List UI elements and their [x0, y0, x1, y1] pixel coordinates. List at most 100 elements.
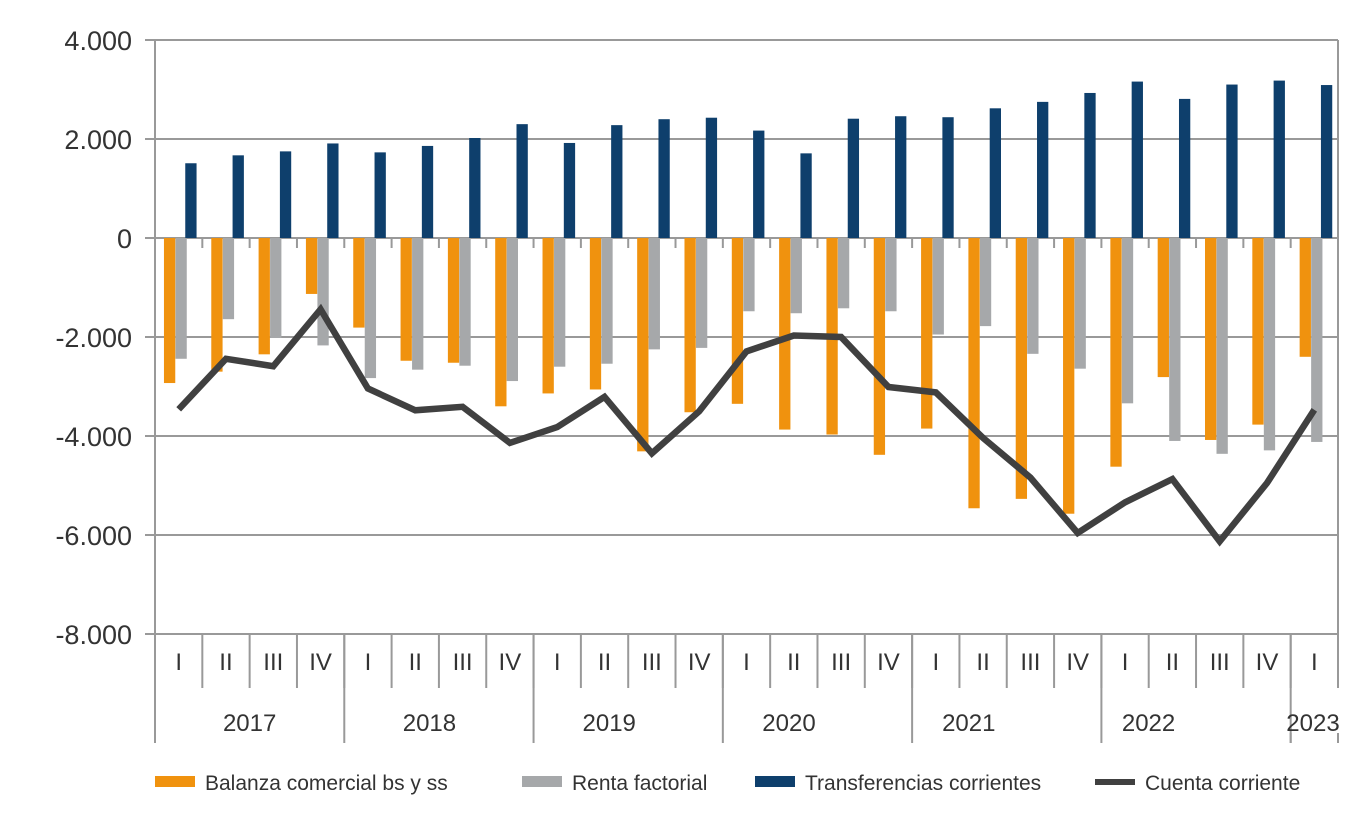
quarter-label: I: [932, 649, 939, 676]
bar-renta-factorial: [554, 238, 566, 367]
bar-transferencias-corrientes: [989, 108, 1001, 238]
legend-swatch-bar: [755, 776, 795, 787]
bars: [163, 80, 1333, 514]
bar-transferencias-corrientes: [1178, 98, 1191, 238]
bar-renta-factorial: [932, 238, 944, 335]
bar-transferencias-corrientes: [1131, 81, 1143, 238]
bar-balanza-comercial-bs-y-ss: [1205, 238, 1217, 440]
quarter-label: IV: [309, 649, 332, 676]
quarter-label: II: [787, 649, 800, 676]
bar-balanza-comercial-bs-y-ss: [447, 238, 460, 363]
year-label: 2018: [403, 710, 456, 737]
bar-balanza-comercial-bs-y-ss: [779, 238, 791, 430]
bar-transferencias-corrientes: [327, 143, 339, 238]
quarter-label: III: [831, 649, 851, 676]
line-series: [176, 303, 1318, 547]
quarter-label: IV: [499, 649, 522, 676]
quarter-label: II: [976, 649, 989, 676]
bar-renta-factorial: [459, 238, 471, 366]
quarter-label: III: [642, 649, 662, 676]
bar-balanza-comercial-bs-y-ss: [353, 238, 365, 328]
year-label: 2020: [762, 710, 815, 737]
bar-transferencias-corrientes: [185, 163, 197, 238]
x-axis: I II III IV I II III IV I II III IV I II III IV I II III IV…: [154, 40, 1340, 743]
bar-transferencias-corrientes: [611, 125, 623, 238]
bar-renta-factorial: [270, 238, 282, 338]
year-label: 2019: [583, 710, 636, 737]
quarter-label: I: [1311, 649, 1318, 676]
bar-transferencias-corrientes: [469, 138, 481, 238]
bar-balanza-comercial-bs-y-ss: [1252, 238, 1264, 425]
bar-transferencias-corrientes: [942, 117, 954, 238]
quarter-label: III: [1210, 649, 1230, 676]
bar-balanza-comercial-bs-y-ss: [163, 238, 176, 384]
bar-transferencias-corrientes: [1037, 101, 1049, 238]
bar-renta-factorial: [364, 238, 377, 379]
bar-balanza-comercial-bs-y-ss: [1299, 238, 1311, 357]
bar-balanza-comercial-bs-y-ss: [1015, 238, 1028, 499]
quarter-label: II: [1166, 649, 1179, 676]
bar-renta-factorial: [601, 238, 613, 364]
legend-label: Cuenta corriente: [1145, 772, 1300, 795]
y-tick-label: -8.000: [55, 620, 132, 650]
bar-transferencias-corrientes: [1226, 84, 1238, 238]
bar-transferencias-corrientes: [279, 151, 292, 238]
year-label: 2022: [1122, 710, 1175, 737]
bar-renta-factorial: [1311, 238, 1323, 442]
y-tick-label: 2.000: [64, 125, 132, 155]
quarter-label: III: [453, 649, 473, 676]
bar-renta-factorial: [506, 238, 518, 382]
quarter-label: II: [219, 649, 232, 676]
y-axis-ticks: 4.000 2.000 0 -2.000 -4.000 -6.000 -8.000: [55, 26, 132, 650]
bar-transferencias-corrientes: [516, 124, 528, 238]
quarter-label: II: [598, 649, 611, 676]
bar-transferencias-corrientes: [705, 117, 718, 238]
bar-transferencias-corrientes: [847, 118, 860, 238]
bar-transferencias-corrientes: [1320, 85, 1333, 238]
bar-renta-factorial: [1169, 238, 1181, 441]
quarter-label: I: [1122, 649, 1129, 676]
bar-transferencias-corrientes: [1084, 92, 1096, 238]
bar-balanza-comercial-bs-y-ss: [968, 238, 980, 509]
bar-balanza-comercial-bs-y-ss: [1157, 238, 1169, 378]
bar-balanza-comercial-bs-y-ss: [731, 238, 744, 404]
bar-renta-factorial: [317, 238, 329, 346]
bar-balanza-comercial-bs-y-ss: [1110, 238, 1122, 467]
legend-label: Balanza comercial bs y ss: [205, 772, 448, 795]
bar-renta-factorial: [1263, 238, 1276, 451]
bar-transferencias-corrientes: [800, 153, 812, 238]
legend-swatch-bar: [155, 776, 195, 787]
bar-renta-factorial: [790, 238, 802, 314]
quarter-label: IV: [1066, 649, 1089, 676]
legend-label: Transferencias corrientes: [805, 772, 1041, 795]
legend-swatch-bar: [522, 776, 562, 787]
bar-transferencias-corrientes: [232, 155, 244, 238]
bar-renta-factorial: [648, 238, 660, 350]
bar-transferencias-corrientes: [374, 152, 386, 238]
bar-transferencias-corrientes: [563, 142, 576, 238]
year-label: 2017: [223, 710, 276, 737]
bar-balanza-comercial-bs-y-ss: [921, 238, 933, 429]
bar-renta-factorial: [885, 238, 897, 312]
y-tick-label: -4.000: [55, 422, 132, 452]
bar-renta-factorial: [743, 238, 755, 312]
y-tick-label: -2.000: [55, 323, 132, 353]
bar-renta-factorial: [222, 238, 235, 320]
quarter-label: III: [1020, 649, 1040, 676]
y-tick-label: 4.000: [64, 26, 132, 56]
year-label: 2021: [942, 710, 995, 737]
y-tick-label: 0: [117, 224, 132, 254]
bar-balanza-comercial-bs-y-ss: [305, 238, 318, 294]
bar-renta-factorial: [1216, 238, 1228, 454]
line-cuenta-corriente: [176, 303, 1318, 547]
quarter-label: I: [365, 649, 372, 676]
bar-transferencias-corrientes: [1273, 80, 1285, 238]
legend-swatch-line: [1095, 779, 1135, 785]
bar-balanza-comercial-bs-y-ss: [495, 238, 507, 407]
bar-balanza-comercial-bs-y-ss: [211, 238, 223, 372]
legend-label: Renta factorial: [572, 772, 707, 795]
legend: Balanza comercial bs y ss Renta factorial…: [155, 772, 1300, 795]
y-tick-label: -6.000: [55, 521, 132, 551]
bar-renta-factorial: [695, 238, 708, 348]
